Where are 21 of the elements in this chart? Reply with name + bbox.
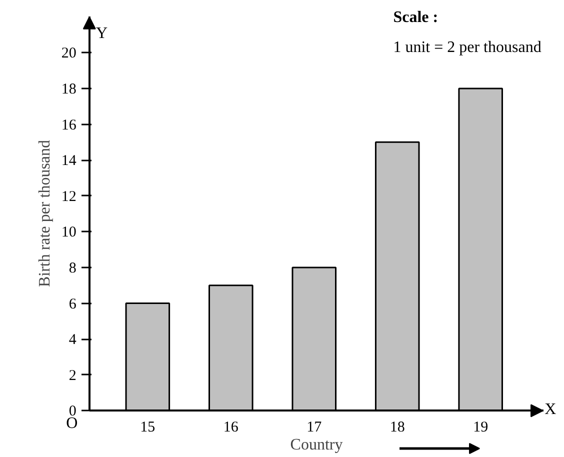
y-tick-label: 10 <box>61 224 76 241</box>
x-axis-title: Country <box>290 436 343 454</box>
x-tick-label: 18 <box>390 420 405 436</box>
y-tick-label: 4 <box>68 332 77 348</box>
annotation: 1 unit = 2 per thousand <box>393 39 542 56</box>
x-tick-label: 16 <box>223 420 239 436</box>
x-tick-label: 17 <box>306 420 322 436</box>
y-tick-label: 14 <box>61 153 77 170</box>
text: X <box>544 400 557 418</box>
y-tick-label: 2 <box>68 368 76 384</box>
x-tick-label: 15 <box>140 420 156 436</box>
y-tick-label: 6 <box>68 296 77 312</box>
y-tick-label: 16 <box>61 117 77 134</box>
y-axis-title: Birth rate per thousand <box>36 140 54 288</box>
annotation: Y <box>96 24 108 42</box>
y-tick-label: 20 <box>61 46 76 62</box>
y-tick-label: 8 <box>68 260 76 276</box>
y-tick-label: 18 <box>61 81 76 98</box>
annotation: Scale : <box>393 8 438 26</box>
x-tick-label: 19 <box>473 420 488 436</box>
y-tick-label: 12 <box>61 188 76 205</box>
